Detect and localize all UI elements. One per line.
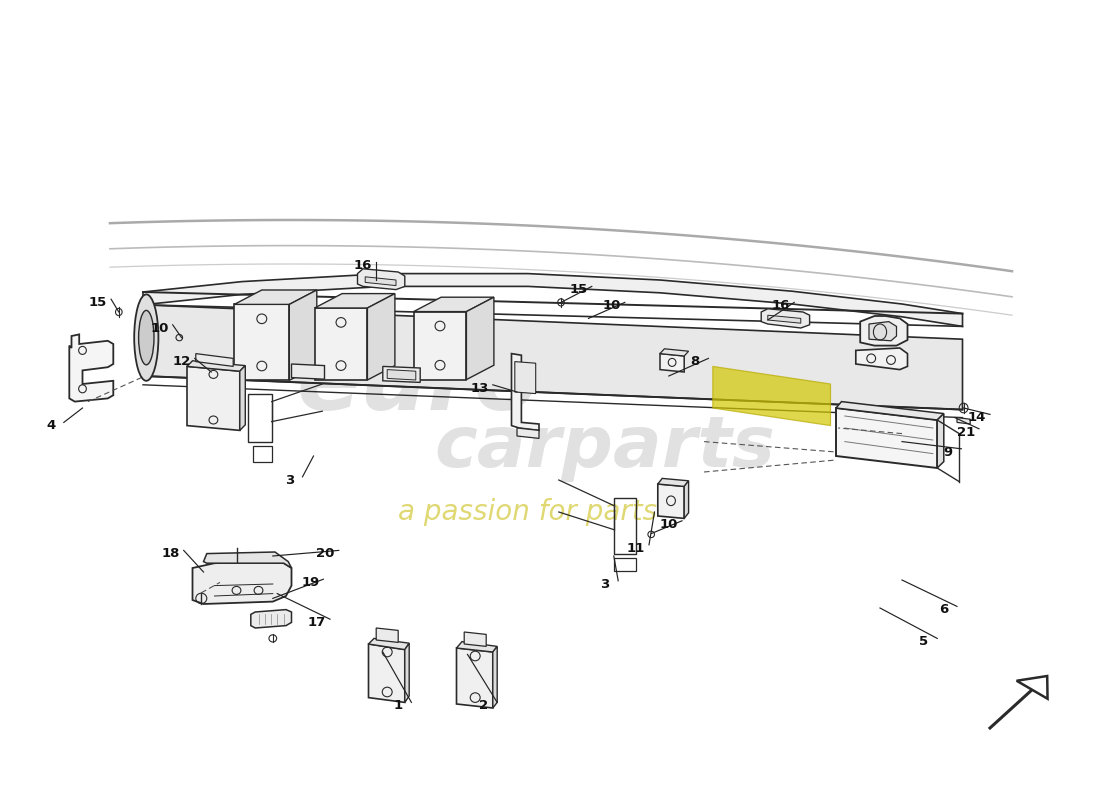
Text: 2: 2: [480, 699, 488, 712]
Polygon shape: [493, 646, 497, 708]
Polygon shape: [713, 366, 830, 426]
Polygon shape: [234, 305, 289, 381]
Polygon shape: [234, 290, 317, 305]
Polygon shape: [405, 643, 409, 702]
Polygon shape: [860, 316, 908, 346]
Text: 16: 16: [354, 259, 372, 272]
Text: 14: 14: [968, 411, 986, 424]
Polygon shape: [515, 362, 536, 394]
Polygon shape: [196, 354, 233, 366]
Text: 15: 15: [89, 296, 107, 309]
Polygon shape: [658, 484, 684, 518]
Polygon shape: [414, 298, 494, 312]
Text: euro: euro: [297, 338, 539, 430]
Text: 10: 10: [603, 299, 620, 312]
Ellipse shape: [139, 310, 154, 365]
Text: 4: 4: [46, 419, 55, 432]
Polygon shape: [466, 298, 494, 380]
Text: 5: 5: [920, 635, 928, 648]
Text: 9: 9: [944, 446, 953, 458]
Text: 12: 12: [173, 355, 190, 368]
Text: 15: 15: [570, 283, 587, 296]
Polygon shape: [512, 354, 539, 430]
Polygon shape: [836, 402, 944, 420]
Polygon shape: [204, 552, 292, 568]
Polygon shape: [660, 354, 684, 372]
Text: 19: 19: [301, 576, 319, 589]
Polygon shape: [365, 277, 396, 286]
Text: 3: 3: [285, 474, 294, 486]
Polygon shape: [937, 414, 944, 468]
Ellipse shape: [134, 294, 158, 381]
Polygon shape: [376, 628, 398, 642]
Text: carparts: carparts: [434, 414, 776, 482]
Polygon shape: [368, 644, 405, 702]
Polygon shape: [456, 648, 493, 708]
Polygon shape: [761, 309, 810, 328]
Text: 16: 16: [772, 299, 790, 312]
Polygon shape: [143, 305, 962, 410]
Text: 20: 20: [317, 547, 334, 560]
Polygon shape: [456, 642, 497, 652]
Text: 18: 18: [162, 547, 179, 560]
Polygon shape: [383, 366, 420, 382]
Polygon shape: [289, 290, 317, 381]
Polygon shape: [358, 269, 405, 290]
Polygon shape: [187, 366, 240, 430]
Polygon shape: [143, 274, 962, 326]
Text: 10: 10: [151, 322, 168, 334]
Polygon shape: [768, 315, 801, 323]
Polygon shape: [414, 312, 466, 380]
Text: 8: 8: [691, 355, 700, 368]
Text: 10: 10: [660, 518, 678, 530]
Text: 17: 17: [308, 616, 326, 629]
Polygon shape: [69, 334, 113, 402]
Text: 13: 13: [471, 382, 488, 394]
Text: 11: 11: [627, 542, 645, 554]
Text: 6: 6: [939, 603, 948, 616]
Polygon shape: [315, 294, 395, 308]
Polygon shape: [660, 349, 689, 356]
Polygon shape: [684, 481, 689, 518]
Polygon shape: [1016, 676, 1047, 698]
Polygon shape: [187, 361, 245, 371]
Text: a passion for parts: a passion for parts: [398, 498, 658, 526]
Polygon shape: [517, 428, 539, 438]
Polygon shape: [240, 366, 245, 430]
Polygon shape: [658, 478, 689, 486]
Polygon shape: [251, 610, 292, 628]
Polygon shape: [836, 408, 937, 468]
Polygon shape: [292, 364, 324, 379]
Text: 3: 3: [601, 578, 609, 590]
Polygon shape: [315, 308, 367, 380]
Polygon shape: [192, 562, 292, 604]
Polygon shape: [957, 418, 970, 424]
Text: 1: 1: [394, 699, 403, 712]
Polygon shape: [368, 638, 409, 650]
Text: 21: 21: [957, 426, 975, 438]
Polygon shape: [869, 322, 896, 341]
Polygon shape: [367, 294, 395, 380]
Polygon shape: [387, 370, 416, 380]
Polygon shape: [856, 348, 908, 370]
Polygon shape: [464, 632, 486, 646]
